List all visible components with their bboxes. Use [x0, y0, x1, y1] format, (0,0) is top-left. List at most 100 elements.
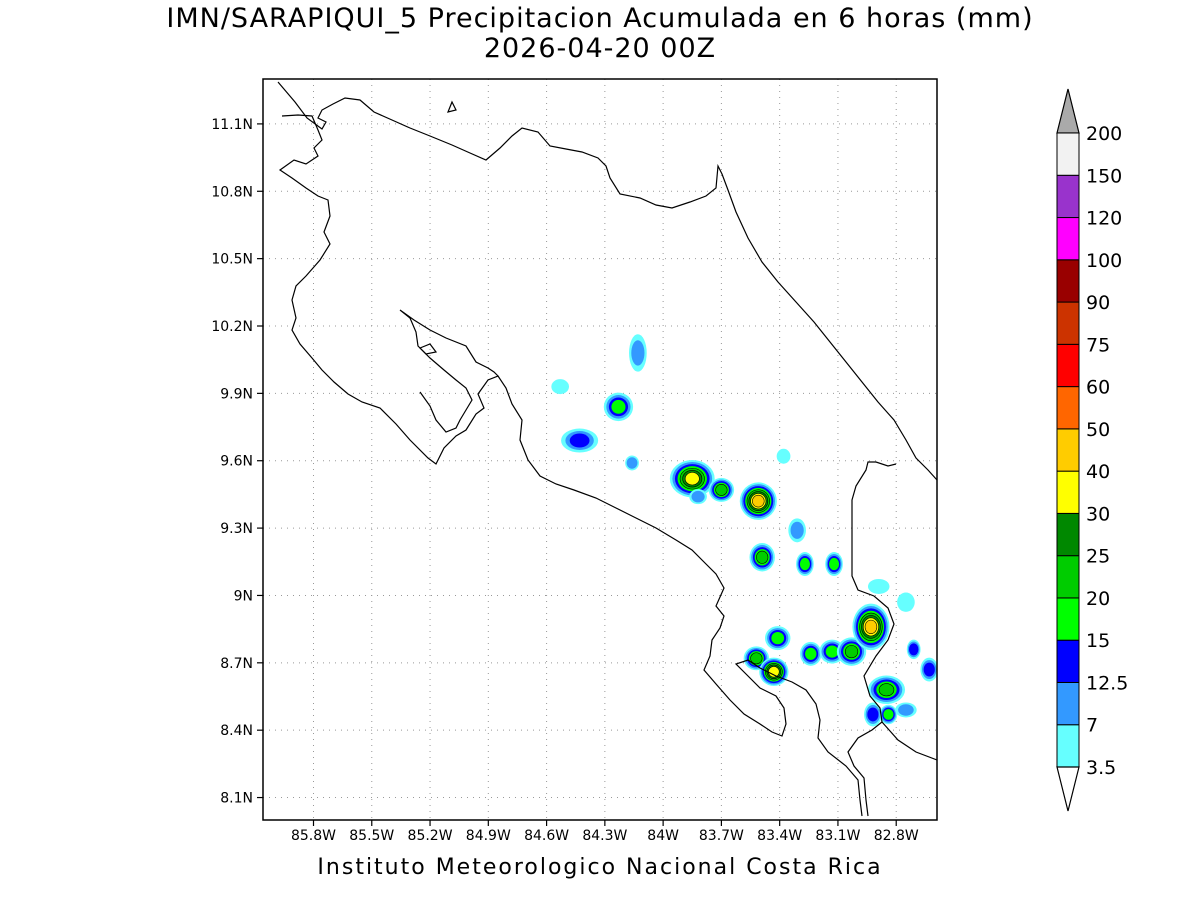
- rain-cell: [895, 702, 917, 718]
- costa-rica-outline: [277, 81, 937, 481]
- rain-cell: [776, 448, 791, 464]
- rain-contour: [715, 484, 728, 496]
- lat-tick-label: 10.8N: [211, 184, 253, 200]
- rain-cell: [920, 657, 937, 682]
- rain-cell: [825, 552, 843, 576]
- lat-tick-label: 10.2N: [211, 319, 253, 335]
- rain-contour: [825, 645, 839, 658]
- rain-cell: [708, 477, 735, 502]
- lat-tick-label: 9.3N: [220, 521, 253, 537]
- rain-contour: [611, 399, 626, 414]
- colorbar-level-label: 200: [1086, 123, 1122, 145]
- colorbar-swatch: [1056, 174, 1080, 219]
- rain-contour: [878, 683, 895, 697]
- small-island: [447, 100, 457, 113]
- rain-cell: [897, 592, 915, 612]
- latitude-axis: 11.1N 10.8N 10.5N 10.2N 9.9N 9.6N 9.3N 9N 8.7N 8.…: [211, 117, 263, 807]
- rain-contour: [883, 709, 894, 720]
- rain-cell: [603, 392, 634, 422]
- rain-contour: [771, 631, 785, 645]
- lat-tick-label: 8.1N: [220, 791, 253, 807]
- rain-contour: [750, 652, 763, 665]
- lat-tick-label: 8.4N: [220, 723, 253, 739]
- rain-contour: [756, 550, 769, 564]
- rain-contour: [867, 578, 890, 594]
- rain-cell: [765, 626, 791, 651]
- colorbar-swatch: [1056, 512, 1080, 557]
- rain-contour: [864, 619, 878, 634]
- colorbar-level-label: 60: [1086, 377, 1110, 399]
- lon-tick-label: 83.4W: [757, 828, 802, 844]
- longitude-axis: 85.8W 85.5W 85.2W 84.9W 84.6W 84.3W 84W 83.7W 83…: [291, 820, 919, 844]
- colorbar-swatch: [1056, 470, 1080, 514]
- rain-cell: [796, 552, 814, 576]
- rain-cell: [629, 334, 647, 372]
- lon-tick-label: 83.7W: [699, 828, 744, 844]
- colorbar-swatch: [1056, 639, 1080, 683]
- rain-cell: [625, 455, 639, 471]
- rain-cell: [788, 518, 806, 543]
- colorbar-over-arrow: [1056, 88, 1080, 134]
- coastline: [277, 81, 937, 817]
- lat-tick-label: 9.6N: [220, 454, 253, 470]
- rain-contour: [691, 490, 705, 503]
- colorbar-level-label: 120: [1086, 208, 1122, 230]
- map-footer-credit: Instituto Meteorologico Nacional Costa R…: [317, 855, 883, 880]
- colorbar-level-label: 20: [1086, 588, 1110, 610]
- rain-cell: [669, 459, 715, 498]
- map-frame: [262, 78, 938, 821]
- colorbar-swatch: [1056, 301, 1080, 345]
- colorbar-level-label: 150: [1086, 165, 1122, 187]
- grid-lines: [263, 79, 937, 820]
- lon-tick-label: 84.6W: [524, 828, 569, 844]
- rain-cell: [906, 639, 921, 660]
- map-subtitle-datetime: 2026-04-20 00Z: [483, 33, 717, 64]
- rain-contour: [551, 379, 570, 395]
- lon-tick-label: 84W: [647, 828, 679, 844]
- pacific-coast: [278, 114, 500, 465]
- rain-contour: [897, 592, 915, 612]
- rain-cell: [739, 482, 777, 520]
- colorbar-level-label: 100: [1086, 250, 1122, 272]
- colorbar-level-label: 7: [1086, 715, 1098, 737]
- rain-contour: [867, 707, 879, 722]
- colorbar-level-label: 25: [1086, 546, 1110, 568]
- colorbar-level-label: 15: [1086, 630, 1110, 652]
- colorbar-swatch: [1056, 343, 1080, 388]
- colorbar-level-label: 30: [1086, 503, 1110, 525]
- colorbar-level-label: 40: [1086, 461, 1110, 483]
- central-pacific-coast: [497, 375, 863, 817]
- rain-contour: [799, 557, 810, 571]
- lon-tick-label: 84.3W: [582, 828, 627, 844]
- colorbar-level-label: 90: [1086, 292, 1110, 314]
- lon-tick-label: 85.8W: [291, 828, 336, 844]
- rain-contour: [844, 645, 859, 659]
- colorbar-swatch: [1056, 681, 1080, 726]
- rain-contour: [829, 557, 840, 571]
- lon-tick-label: 83.1W: [815, 828, 860, 844]
- colorbar-swatch: [1056, 555, 1080, 599]
- panama-coast: [881, 721, 937, 761]
- colorbar-swatch: [1056, 428, 1080, 472]
- colorbar-swatch: [1056, 386, 1080, 430]
- colorbar-level-label: 75: [1086, 334, 1110, 356]
- lon-tick-label: 85.5W: [349, 828, 394, 844]
- lat-tick-label: 8.7N: [220, 656, 253, 672]
- rain-contour: [898, 704, 914, 716]
- lon-tick-label: 82.8W: [874, 828, 919, 844]
- colorbar-level-label: 3.5: [1086, 757, 1116, 779]
- map-title: IMN/SARAPIQUI_5 Precipitacion Acumulada …: [166, 3, 1034, 34]
- rain-cell: [749, 543, 775, 572]
- rain-cell: [561, 428, 599, 453]
- rain-contour: [923, 662, 935, 677]
- rain-contour: [908, 643, 919, 656]
- colorbar-swatch: [1056, 724, 1080, 768]
- rain-contour: [684, 472, 700, 486]
- precipitation-colorbar: 3.5 7 12.5 15 20 25 30 40 50 60 75 90 100 120 150 200: [1056, 88, 1128, 812]
- rain-contour: [805, 647, 817, 660]
- rain-cell: [852, 603, 890, 651]
- lon-tick-label: 84.9W: [466, 828, 511, 844]
- colorbar-swatch: [1056, 259, 1080, 303]
- rain-contour: [569, 433, 590, 448]
